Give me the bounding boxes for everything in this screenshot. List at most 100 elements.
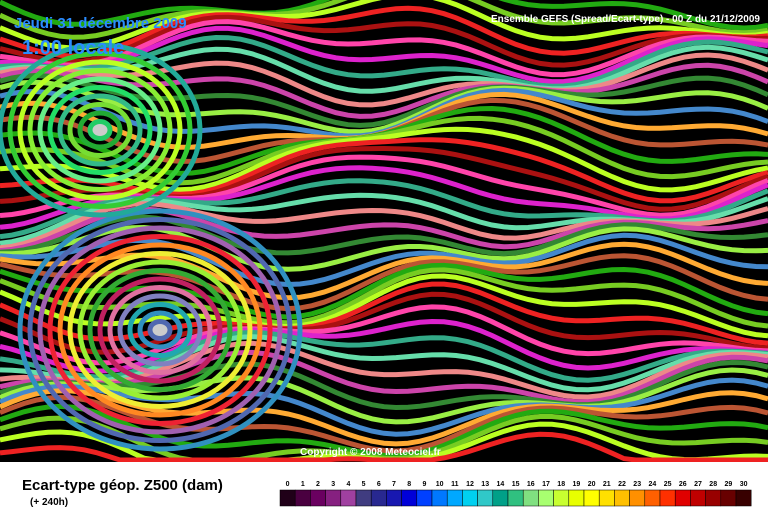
contour-ring [0,42,203,218]
scale-swatch [583,489,600,507]
scale-label: 16 [527,481,535,488]
scale-swatch [370,489,387,507]
scale-label: 9 [422,481,426,488]
scale-label: 12 [466,481,474,488]
scale-swatch [401,489,418,507]
scale-label: 30 [740,481,748,488]
contour-band [0,241,768,301]
contour-band [0,340,768,400]
contour-ring [117,293,203,367]
contour-band [0,431,768,463]
scale-label: 27 [694,481,702,488]
scale-label: 10 [436,481,444,488]
scale-swatch [279,489,296,507]
scale-swatch [446,489,463,507]
footer-title: Ecart-type géop. Z500 (dam) [22,477,223,494]
scale-swatch [614,489,630,507]
scale-label: 5 [362,481,366,488]
contour-ring [17,208,303,452]
contour-ring [47,85,153,175]
scale-swatch [507,489,524,507]
scale-swatch [644,489,661,507]
scale-label: 3 [331,481,335,488]
scale-label: 11 [451,481,459,488]
color-scale: 0 1 2 3 4 5 6 7 8 9 10 11 12 13 14 15 16 17 18 19 20 21 22 23 24… [279,481,752,507]
contour-band [0,19,768,78]
scale-label: 20 [588,481,596,488]
contour-band [0,377,768,437]
scale-label: 6 [377,481,381,488]
contour-band [0,214,768,257]
contour-ring [107,285,213,375]
scale-label: 23 [633,481,641,488]
scale-swatch [674,489,691,507]
contour-band [0,394,768,454]
contour-ring [127,302,193,358]
scale-label: 0 [286,481,290,488]
contour-ring [57,242,263,418]
scale-swatch [355,489,372,507]
contour-ring [17,59,183,201]
scale-label: 24 [649,481,657,488]
contour-band [0,126,768,193]
contour-band [0,0,768,51]
scale-swatch [477,489,494,507]
scale-swatch [568,489,585,507]
scale-label: 22 [618,481,626,488]
scale-label: 15 [512,481,520,488]
scale-label: 26 [679,481,687,488]
contour-ring [57,93,143,167]
scale-label: 1 [301,481,305,488]
scale-swatch [598,489,615,507]
contour-band [0,318,768,374]
contour-ring [7,51,193,209]
copyright: Copyright © 2008 Meteociel.fr [300,447,441,458]
scale-swatch [462,489,478,507]
contour-ring [147,319,173,341]
contour-ring [37,225,283,435]
scale-label: 18 [557,481,565,488]
scale-label: 29 [725,481,733,488]
scale-label: 28 [709,481,717,488]
scale-swatch [310,489,326,507]
contour-ring [87,119,113,141]
scale-label: 8 [407,481,411,488]
contour-ring [77,110,123,150]
scale-label: 14 [497,481,505,488]
contour-field [0,0,768,463]
date-label: Jeudi 31 décembre 2009 [14,15,187,32]
contour-ring [77,259,243,401]
scale-swatch [416,489,433,507]
contour-band [0,34,768,89]
contour-ring [27,68,173,192]
scale-swatch [294,489,311,507]
scale-swatch [720,489,737,507]
contour-band [0,253,768,312]
scale-label: 2 [316,481,320,488]
contour-band [0,224,768,272]
contour-ring [67,102,133,158]
contour-ring [47,234,273,426]
contour-ring [87,268,233,392]
scale-swatch [659,489,676,507]
scale-swatch [522,489,539,507]
contour-band [0,5,768,59]
scale-label: 7 [392,481,396,488]
scale-swatch [325,489,342,507]
scale-label: 21 [603,481,611,488]
scale-swatch [431,489,448,507]
scale-swatch [705,489,722,507]
contour-ring [67,251,253,409]
contour-band [0,273,768,339]
scale-label: 4 [346,481,350,488]
scale-label: 19 [573,481,581,488]
scale-swatch [386,489,402,507]
footer-lead: (+ 240h) [30,497,68,508]
contour-band [0,281,768,346]
contour-ring [97,276,223,384]
contour-ring [27,217,293,443]
scale-swatch [538,489,554,507]
contour-band [0,334,768,393]
scale-swatch [492,489,509,507]
